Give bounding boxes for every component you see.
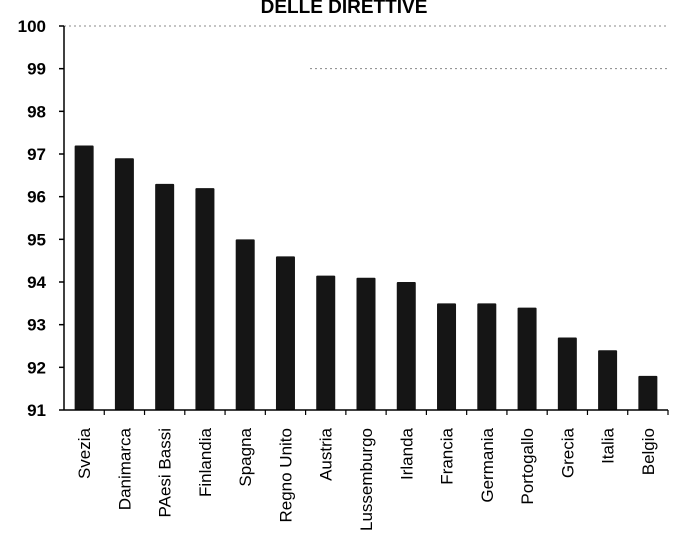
bar-germania [477, 303, 497, 410]
bar-finlandia [195, 188, 215, 410]
bar-lussemburgo [356, 277, 376, 410]
chart-title: DELLE DIRETTIVE [261, 0, 428, 18]
x-tick-label: Austria [317, 427, 336, 480]
y-tick-label: 98 [27, 102, 46, 121]
bar-austria [316, 275, 336, 410]
x-tick-label: Danimarca [115, 427, 134, 510]
x-tick-label: Germania [478, 427, 497, 502]
x-tick-label: Italia [599, 427, 618, 463]
bar-belgio [638, 375, 658, 410]
bar-paesi-bassi [155, 183, 175, 410]
bar-danimarca [114, 158, 134, 410]
x-tick-label: Finlandia [196, 427, 215, 497]
bar-italia [598, 350, 618, 410]
bar-spagna [235, 239, 255, 410]
y-tick-label: 100 [18, 17, 46, 36]
y-tick-label: 93 [27, 316, 46, 335]
x-tick-label: Regno Unito [276, 428, 295, 523]
bar-francia [437, 303, 457, 410]
x-tick-label: Francia [438, 427, 457, 484]
bar-svezia [74, 145, 94, 410]
y-tick-label: 91 [27, 401, 46, 420]
y-tick-label: 94 [27, 273, 46, 292]
x-tick-label: Spagna [236, 427, 255, 486]
y-tick-label: 92 [27, 358, 46, 377]
bars [74, 145, 658, 410]
bar-irlanda [396, 282, 416, 410]
gridlines [64, 25, 668, 70]
bar-portogallo [517, 307, 537, 410]
y-tick-label: 99 [27, 60, 46, 79]
x-tick-label: Grecia [558, 427, 577, 478]
bar-grecia [557, 337, 577, 410]
x-tick-label: Belgio [639, 428, 658, 475]
y-tick-label: 95 [27, 230, 46, 249]
x-tick-label: PAesi Bassi [156, 428, 175, 517]
x-tick-label: Lussemburgo [357, 428, 376, 531]
y-axis-ticks: 91 92 93 94 95 96 97 98 99 100 [18, 17, 64, 420]
x-axis-ticks: Svezia Danimarca PAesi Bassi Finlandia Spagn… [75, 410, 669, 531]
bar-regno-unito [275, 256, 295, 410]
y-tick-label: 96 [27, 188, 46, 207]
x-tick-label: Portogallo [518, 428, 537, 505]
x-tick-label: Irlanda [397, 427, 416, 480]
x-tick-label: Svezia [75, 427, 94, 479]
y-tick-label: 97 [27, 145, 46, 164]
